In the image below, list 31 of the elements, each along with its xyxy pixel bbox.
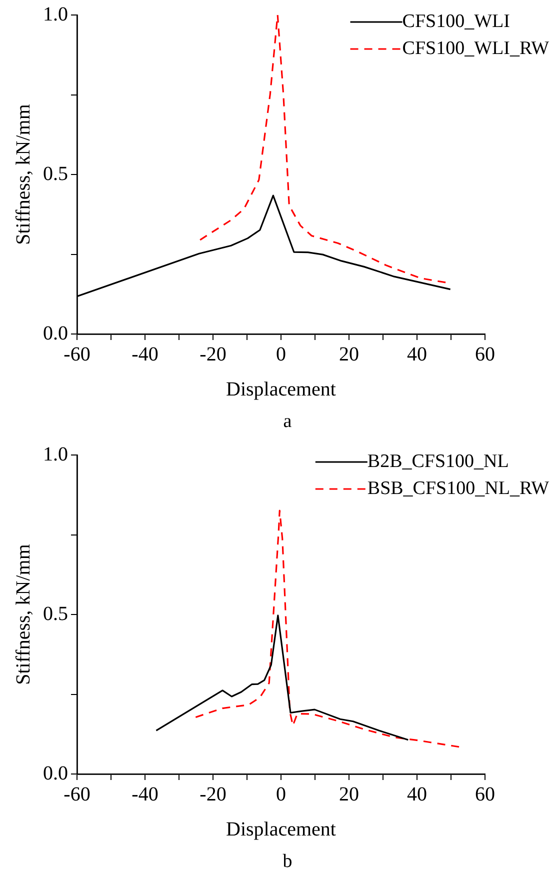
- x-tick-label: -40: [132, 783, 158, 806]
- y-tick-label: 0.0: [43, 322, 68, 344]
- x-tick-label: 40: [407, 783, 427, 806]
- legend-label: B2B_CFS100_NL: [367, 450, 509, 472]
- y-tick-label: 0.0: [43, 762, 68, 784]
- x-tick-label: -20: [200, 343, 226, 366]
- x-tick-label: -60: [64, 343, 90, 366]
- text: b: [282, 850, 294, 874]
- x-tick-label: 20: [339, 783, 359, 806]
- x-tick-label: 60: [475, 343, 495, 366]
- y-tick-label: 0.5: [43, 162, 68, 185]
- y-axis-title: Stiffness, kN/mm: [12, 544, 34, 685]
- legend-label: CFS100_WLI_RW: [402, 38, 550, 59]
- x-axis-title: Displacement: [226, 378, 336, 400]
- y-tick-label: 0.5: [43, 602, 68, 625]
- y-axis-title: Stiffness, kN/mm: [12, 104, 34, 245]
- legend-label: CFS100_WLI: [402, 10, 510, 32]
- x-tick-label: 20: [339, 343, 359, 366]
- x-tick-label: 0: [276, 783, 286, 806]
- x-tick-label: 0: [276, 343, 286, 366]
- x-axis-title: Displacement: [226, 818, 336, 840]
- y-tick-label: 1.0: [43, 3, 68, 26]
- line-series: [194, 510, 462, 748]
- x-tick-label: -60: [64, 783, 90, 806]
- x-tick-label: -40: [132, 343, 158, 366]
- text: a: [282, 410, 293, 434]
- x-tick-label: -20: [200, 783, 226, 806]
- y-tick-label: 1.0: [43, 443, 68, 466]
- x-tick-label: 60: [475, 783, 495, 806]
- legend-label: BSB_CFS100_NL_RW: [367, 478, 550, 499]
- x-tick-label: 40: [407, 343, 427, 366]
